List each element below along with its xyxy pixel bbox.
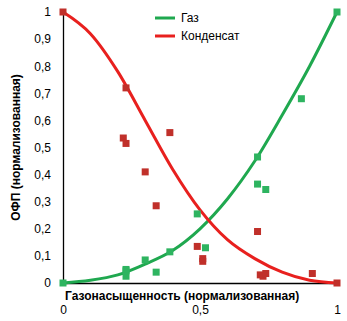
point: [142, 256, 149, 263]
chart: 00,5100,10,20,30,40,50,60,70,80,91Газона…: [0, 0, 347, 321]
tick-label: 0,2: [34, 222, 51, 236]
point: [202, 244, 209, 251]
tick-label: 0,8: [34, 60, 51, 74]
x-axis-title: Газонасыщенность (нормализованная): [65, 289, 299, 303]
y-tick: 0,9: [34, 32, 63, 46]
point: [334, 280, 341, 287]
point: [262, 186, 269, 193]
point: [60, 9, 67, 16]
y-tick: 0,8: [34, 60, 63, 74]
axis-line: [64, 283, 338, 284]
point: [254, 181, 261, 188]
point: [334, 9, 341, 16]
legend: Газ Конденсат: [155, 11, 240, 43]
point: [123, 84, 130, 91]
point: [142, 168, 149, 175]
y-tick: 0,2: [34, 222, 63, 236]
legend-item: Газ: [155, 11, 199, 25]
point: [153, 202, 160, 209]
x-tick: 1: [334, 283, 341, 317]
point: [262, 270, 269, 277]
legend-item: Конденсат: [155, 29, 240, 43]
tick-label: 0,1: [34, 249, 51, 263]
legend-swatch: [155, 17, 175, 20]
tick-label: 0,5: [192, 303, 209, 317]
plot: 00,5100,10,20,30,40,50,60,70,80,91Газона…: [34, 5, 341, 316]
y-axis: 0 0,1 0,2 0,3 0,4 0,5 0,6 0,7 0,8 0,9 1: [34, 5, 63, 290]
axis-line: [63, 13, 64, 284]
tick-label: 0,3: [34, 195, 51, 209]
point: [254, 228, 261, 235]
tick-label: 1: [334, 303, 341, 317]
y-tick: 0,3: [34, 195, 63, 209]
point: [153, 269, 160, 276]
legend-swatch: [155, 35, 175, 38]
tick-label: 0: [60, 303, 67, 317]
legend-label: Газ: [181, 11, 199, 25]
legend-label: Конденсат: [181, 29, 240, 43]
series-line: [63, 12, 337, 283]
point: [309, 270, 316, 277]
y-tick: 0,1: [34, 249, 63, 263]
y-tick: 0,4: [34, 168, 63, 182]
point: [194, 210, 201, 217]
y-tick: 0,6: [34, 114, 63, 128]
point: [194, 243, 201, 250]
tick-label: 0,7: [34, 87, 51, 101]
y-tick: 0,5: [34, 141, 63, 155]
point: [123, 140, 130, 147]
point: [254, 153, 261, 160]
tick-label: 1: [44, 5, 51, 19]
x-axis: 00,51: [60, 283, 341, 317]
tick-label: 0,9: [34, 32, 51, 46]
point: [60, 280, 67, 287]
tick-label: 0: [44, 276, 51, 290]
point: [298, 95, 305, 102]
tick-label: 0,6: [34, 114, 51, 128]
point: [166, 248, 173, 255]
point: [199, 255, 206, 262]
point: [166, 129, 173, 136]
marks: [60, 9, 341, 287]
series-line: [63, 12, 337, 283]
y-axis-title: ОФП (нормализованная): [9, 74, 23, 221]
tick-label: 0,4: [34, 168, 51, 182]
tick-label: 0,5: [34, 141, 51, 155]
point: [123, 266, 130, 273]
y-tick: 0,7: [34, 87, 63, 101]
